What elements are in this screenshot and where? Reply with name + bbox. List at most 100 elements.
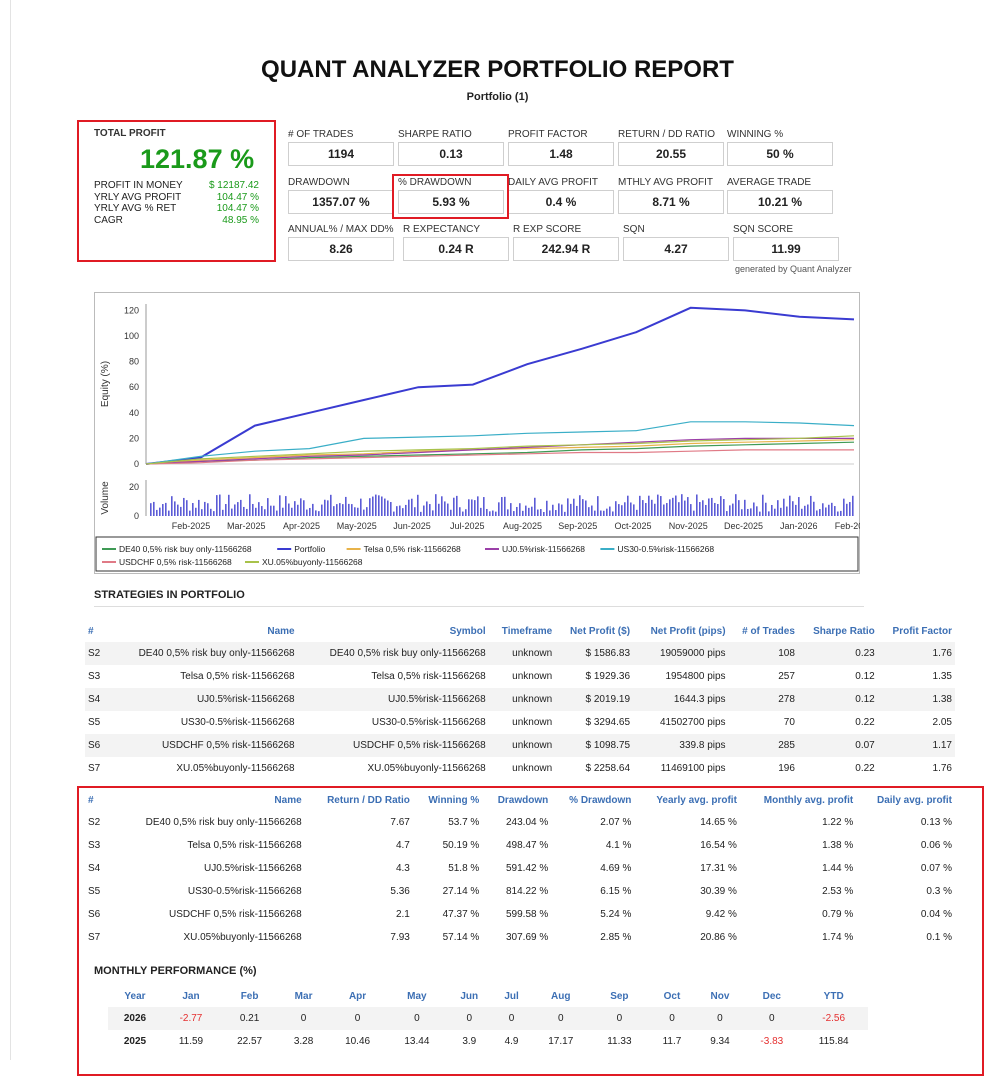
table-cell: 4.7 — [395, 840, 410, 851]
table-cell: 1.38 % — [822, 840, 854, 851]
volume-bar — [711, 497, 713, 516]
header-row: # Name Symbol Timeframe Net Profit ($) Net Pr… — [85, 620, 955, 642]
x-tick-label: Jul-2025 — [450, 521, 485, 531]
row-label: CAGR — [94, 214, 123, 226]
table-row: S5 US30-0.5%risk-11566268 US30-0.5%risk-11… — [85, 711, 955, 734]
table-cell: unknown — [512, 763, 553, 774]
volume-bar — [579, 495, 581, 516]
table-cell: 4.69 % — [600, 863, 632, 874]
row-value: 104.47 % — [216, 203, 259, 214]
stat-value: 1357.07 % — [288, 190, 394, 214]
table-cell: 70 — [783, 717, 795, 728]
table-cell: 339.8 pips — [633, 734, 729, 757]
table-cell: USDCHF 0,5% risk-11566268 — [169, 909, 302, 920]
table-cell: unknown — [512, 671, 553, 682]
total-profit-value: 121.87 % — [140, 144, 255, 174]
volume-bar — [219, 494, 221, 516]
volume-bar — [720, 496, 722, 516]
volume-bar — [477, 496, 479, 516]
volume-bar — [723, 499, 725, 516]
table-cell: Telsa 0,5% risk-11566268 — [180, 671, 295, 682]
stat-sqn: SQN 4.27 — [623, 224, 729, 261]
volume-bar — [822, 503, 824, 516]
table-cell: US30-0.5%risk-11566268 — [187, 886, 302, 897]
table-row: S3 Telsa 0,5% risk-11566268 4.7 50.19 % 498.… — [85, 834, 955, 857]
table-cell: 0.23 — [797, 642, 878, 665]
volume-bar — [522, 510, 524, 516]
volume-bar — [762, 494, 764, 516]
highlight-total-profit — [77, 120, 276, 262]
table-cell: 0.22 — [855, 717, 875, 728]
table-cell: S3 — [88, 671, 101, 682]
stat-r-exp-score: R EXP SCORE 242.94 R — [513, 224, 619, 261]
table-cell: 47.37 % — [442, 909, 480, 920]
volume-bar — [510, 503, 512, 516]
volume-bar — [747, 508, 749, 516]
column-header: Oct — [663, 990, 681, 1002]
strategies-table: # Name Symbol Timeframe Net Profit ($) Net Pr… — [85, 620, 955, 780]
volume-bar — [453, 497, 455, 516]
table-cell: 5.24 % — [600, 909, 632, 920]
volume-bar — [492, 510, 494, 516]
volume-bar — [309, 507, 311, 516]
volume-bar — [795, 504, 797, 516]
table-cell: 9.34 — [710, 1036, 730, 1047]
table-cell: 2025 — [123, 1036, 147, 1047]
table-cell: 1954800 pips — [665, 671, 726, 682]
table-cell: 115.84 — [818, 1036, 849, 1047]
table-row: S7 XU.05%buyonly-11566268 XU.05%buyonly-11… — [85, 757, 955, 780]
volume-bar — [264, 509, 266, 516]
volume-bar — [570, 503, 572, 516]
volume-bar — [399, 505, 401, 516]
legend-label: Telsa 0,5% risk-11566268 — [364, 544, 461, 554]
volume-bar — [543, 511, 545, 516]
table-cell: 4.9 — [504, 1036, 519, 1047]
volume-bar — [270, 505, 272, 516]
stat-value: 50 % — [727, 142, 833, 166]
table-row: S7 XU.05%buyonly-11566268 7.93 57.14 % 307.6… — [85, 926, 955, 949]
table-cell: 41502700 pips — [659, 717, 726, 728]
volume-bar — [717, 504, 719, 516]
table-cell: 14.65 % — [700, 817, 737, 828]
volume-bar — [780, 507, 782, 516]
volume-bar — [729, 505, 731, 516]
table-cell: unknown — [488, 734, 556, 757]
volume-bar — [213, 511, 215, 516]
volume-bar — [339, 503, 341, 516]
table-cell: 1.76 — [932, 763, 952, 774]
volume-bar — [429, 504, 431, 516]
table-cell: 243.04 % — [505, 817, 549, 828]
volume-bar — [450, 509, 452, 516]
table-cell: -3.83 — [760, 1036, 784, 1047]
stat-value: 20.55 — [618, 142, 724, 166]
volume-bar — [231, 508, 233, 516]
volume-bar — [846, 503, 848, 516]
table-cell: 30.39 % — [700, 886, 737, 897]
volume-bar — [588, 507, 590, 516]
volume-bar — [372, 496, 374, 516]
volume-bar — [189, 510, 191, 516]
volume-bar — [663, 504, 665, 516]
volume-bar — [279, 495, 281, 516]
y-axis-label: Equity (%) — [100, 361, 111, 407]
volume-bar — [852, 495, 854, 516]
page-border — [10, 0, 11, 1060]
volume-bar — [603, 510, 605, 516]
volume-bar — [174, 501, 176, 516]
table-cell: 0.12 — [797, 688, 878, 711]
series-line — [145, 421, 855, 465]
volume-bar — [696, 494, 698, 516]
table-cell: 0 — [590, 1007, 649, 1030]
stat-sqn-score: SQN SCORE 11.99 — [733, 224, 839, 261]
table-cell: S5 — [88, 886, 101, 897]
highlight-lower-section — [77, 786, 984, 1076]
volume-bar — [645, 503, 647, 516]
volume-bar — [303, 500, 305, 516]
volume-bar — [459, 507, 461, 516]
report-subtitle: Portfolio (1) — [466, 91, 529, 103]
column-header: Name — [274, 794, 302, 806]
column-header: # — [88, 794, 94, 806]
volume-bar — [726, 511, 728, 516]
row-value: 104.47 % — [216, 191, 259, 203]
volume-bar — [531, 506, 533, 516]
